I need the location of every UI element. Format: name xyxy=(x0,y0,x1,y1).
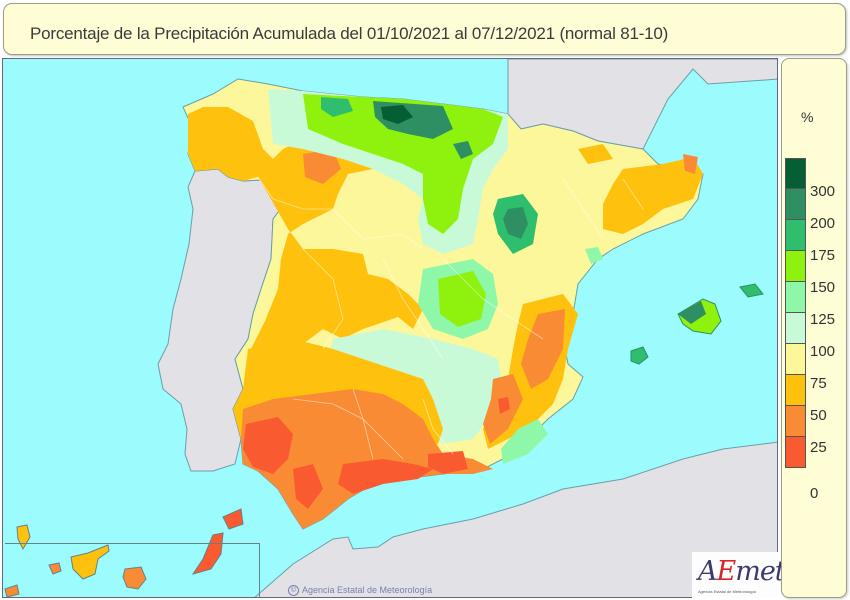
legend-panel: % 300 200 175 150 125 100 75 50 25 0 xyxy=(781,58,847,598)
logo-letters-met: met xyxy=(735,556,785,587)
island-tenerife xyxy=(70,544,110,580)
zone-almeria-coast xyxy=(501,419,548,464)
legend-swatch-125 xyxy=(785,282,806,313)
island-mallorca-dark xyxy=(678,301,706,324)
title-panel: Porcentaje de la Precipitación Acumulada… xyxy=(3,3,846,55)
island-ibiza xyxy=(630,346,649,365)
legend-swatch-50 xyxy=(785,375,806,406)
legend-label-125: 125 xyxy=(810,311,836,328)
legend-label-175: 175 xyxy=(810,247,836,264)
legend-label-75: 75 xyxy=(810,375,827,392)
legend-swatch-150 xyxy=(785,251,806,282)
legend-swatch-0 xyxy=(785,437,806,468)
map-credit: © Agencia Estatal de Meteorología xyxy=(288,585,433,597)
credit-text: Agencia Estatal de Meteorología xyxy=(302,585,433,595)
island-gran-canaria xyxy=(122,566,147,590)
legend-label-50: 50 xyxy=(810,407,827,424)
zone-valencia-orange xyxy=(521,309,565,389)
legend-swatch-300 xyxy=(785,158,806,189)
legend-label-300: 300 xyxy=(810,183,836,200)
zone-catalonia xyxy=(578,144,613,164)
zone-leon-orange xyxy=(303,149,341,184)
zone-center-green xyxy=(438,271,486,327)
legend-unit: % xyxy=(801,109,814,125)
legend-swatch-175 xyxy=(785,220,806,251)
canary-islands-inset xyxy=(5,543,260,597)
province-borders xyxy=(257,176,644,460)
legend-label-200: 200 xyxy=(810,215,836,232)
island-hierro xyxy=(4,584,20,597)
legend-swatch-200 xyxy=(785,189,806,220)
logo-wordmark: AEmet xyxy=(698,556,786,587)
legend-swatch-25 xyxy=(785,406,806,437)
island-menorca xyxy=(739,283,764,298)
aemet-logo: AEmet Agencia Estatal de Meteorología xyxy=(692,552,786,598)
zone-malaga-red xyxy=(338,459,433,494)
zone-asturias-dark xyxy=(321,97,353,117)
zone-huelva-red xyxy=(243,417,293,474)
zone-cadiz-red xyxy=(293,464,323,509)
zone-navarra-dark xyxy=(453,141,473,159)
legend-label-150: 150 xyxy=(810,279,836,296)
legend-swatches xyxy=(785,158,806,468)
zone-galicia xyxy=(188,107,423,389)
island-gomera xyxy=(48,562,62,575)
legend-swatch-100 xyxy=(785,313,806,344)
island-lanzarote xyxy=(222,508,244,530)
legend-label-100: 100 xyxy=(810,343,836,360)
africa-land xyxy=(254,441,777,597)
legend-swatch-75 xyxy=(785,344,806,375)
map-title: Porcentaje de la Precipitación Acumulada… xyxy=(30,24,669,43)
zone-burgos-core xyxy=(503,207,528,239)
zone-granada-red xyxy=(428,451,468,474)
copyright-icon: © xyxy=(288,585,299,597)
zone-basque-darkest xyxy=(381,105,413,124)
map-graphic xyxy=(4,59,777,597)
legend-label-25: 25 xyxy=(810,439,827,456)
precipitation-map xyxy=(2,58,778,598)
logo-letter-a: A xyxy=(698,556,717,587)
logo-letter-e: E xyxy=(716,556,737,587)
zone-girona-orange xyxy=(683,154,698,174)
logo-subtitle: Agencia Estatal de Meteorología xyxy=(698,589,756,594)
zone-castellon-green xyxy=(585,247,603,264)
zone-catalonia-2 xyxy=(603,157,703,234)
zone-murcia-red xyxy=(498,397,510,414)
legend-label-0: 0 xyxy=(810,485,819,502)
